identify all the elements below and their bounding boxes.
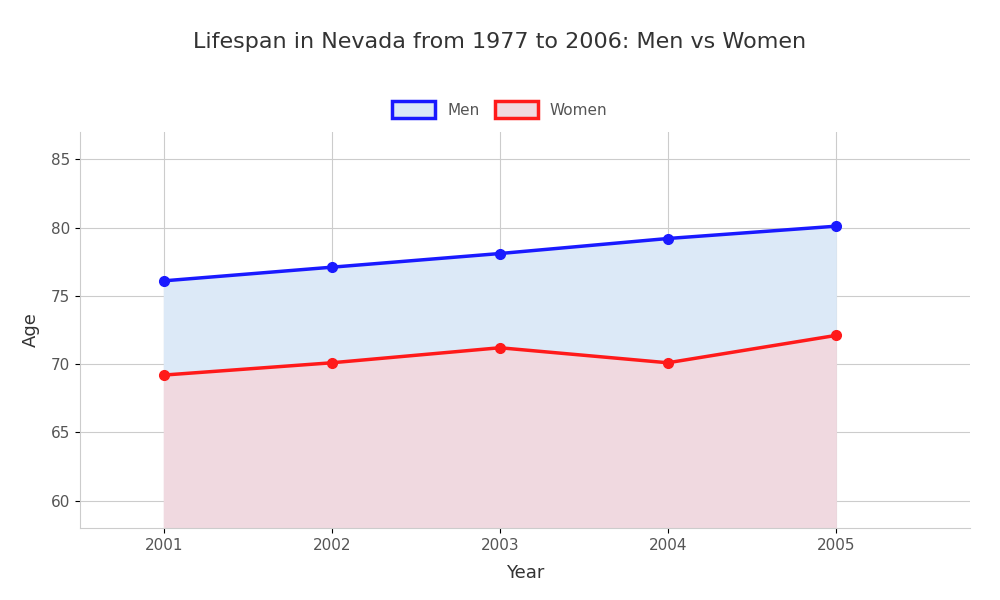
Legend: Men, Women: Men, Women [386,95,614,125]
Text: Lifespan in Nevada from 1977 to 2006: Men vs Women: Lifespan in Nevada from 1977 to 2006: Me… [193,32,807,52]
X-axis label: Year: Year [506,564,544,582]
Y-axis label: Age: Age [22,313,40,347]
